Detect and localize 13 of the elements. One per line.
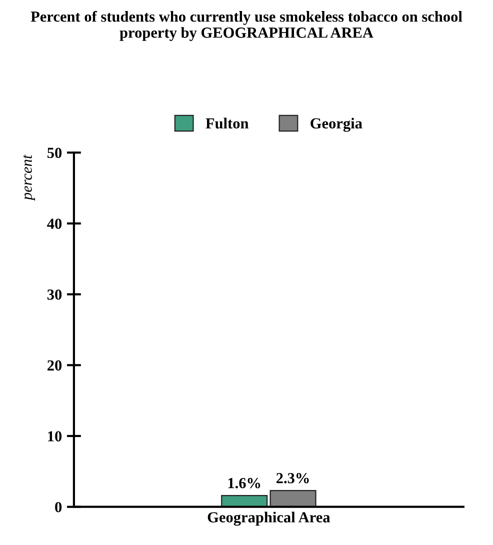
x-tick-label: Geographical Area <box>208 512 330 526</box>
y-tick-label: 10 <box>48 431 62 442</box>
y-tick-label: 50 <box>47 148 62 158</box>
y-tick-label: 0 <box>55 502 62 512</box>
y-tick-label: 30 <box>47 289 62 300</box>
y-tick-label: 40 <box>47 218 62 229</box>
data-label: 1.6% <box>228 478 260 488</box>
legend-label: Georgia <box>310 118 362 132</box>
data-label: 2.3% <box>276 472 309 484</box>
y-axis-title: percent <box>23 154 36 201</box>
legend-label: Fulton <box>206 118 249 129</box>
chart-title: Percent of students who currently use smokeless tobacco on school property by GEOGRAPHICAL AREA <box>30 10 462 41</box>
y-tick-label: 20 <box>48 360 62 371</box>
